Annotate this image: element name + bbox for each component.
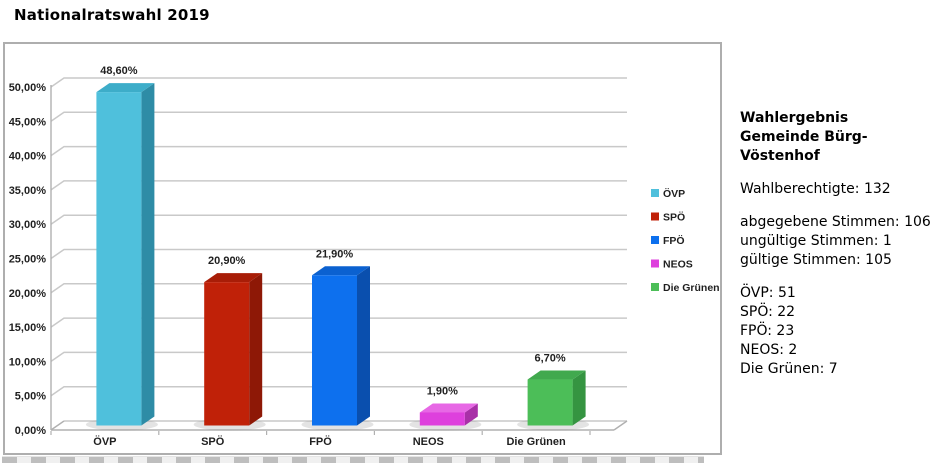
legend-swatch bbox=[651, 189, 659, 197]
stat-line: NEOS: 2 bbox=[740, 342, 798, 358]
legend-label: Die Grünen bbox=[663, 282, 720, 294]
floor-right-edge bbox=[613, 420, 628, 431]
stat-line: Wahlberechtigte: 132 bbox=[740, 181, 891, 197]
gridline bbox=[50, 317, 627, 328]
legend-label: SPÖ bbox=[663, 211, 685, 224]
stat-line: ÖVP: 51 bbox=[740, 285, 796, 301]
x-category-label: Die Grünen bbox=[506, 436, 566, 448]
x-category-label: NEOS bbox=[413, 436, 444, 448]
bar-value-label: 6,70% bbox=[534, 353, 565, 365]
gridline bbox=[50, 111, 627, 122]
results-info-panel: Wahlergebnis Gemeinde Bürg- Vöstenhof Wa… bbox=[740, 109, 936, 379]
stats-group: ÖVP: 51 SPÖ: 22 FPÖ: 23 NEOS: 2 Die Grünen: … bbox=[740, 284, 936, 379]
bar-side-face bbox=[357, 266, 370, 426]
stat-line: gültige Stimmen: 105 bbox=[740, 252, 892, 268]
floor-left-edge bbox=[50, 420, 65, 431]
gridline bbox=[50, 385, 627, 397]
bar-front-face bbox=[96, 92, 142, 426]
gridline bbox=[50, 214, 627, 225]
bar-top-face bbox=[527, 370, 586, 380]
legend-label: FPÖ bbox=[663, 234, 685, 247]
stat-line: abgegebene Stimmen: 106 bbox=[740, 214, 931, 230]
bar-side-face bbox=[249, 273, 263, 426]
gridline bbox=[50, 283, 627, 294]
y-tick-label: 50,00% bbox=[9, 82, 47, 94]
bar-front-face bbox=[312, 275, 357, 426]
y-tick-label: 10,00% bbox=[9, 356, 47, 368]
stat-line: Die Grünen: 7 bbox=[740, 361, 838, 377]
election-bar-chart: 0,00% 5,00% 10,00% 15,00% 20,00% 25,00% 30,00%… bbox=[3, 42, 722, 455]
y-tick-label: 25,00% bbox=[9, 254, 47, 266]
bar-front-face bbox=[419, 412, 465, 426]
results-stats: Wahlberechtigte: 132 abgegebene Stimmen: … bbox=[740, 180, 936, 379]
legend-label: ÖVP bbox=[663, 187, 685, 200]
bar-side-face bbox=[464, 403, 478, 426]
gridline bbox=[50, 180, 627, 191]
gridline bbox=[50, 77, 627, 88]
stat-line: FPÖ: 23 bbox=[740, 323, 795, 339]
y-tick-label: 45,00% bbox=[9, 116, 47, 128]
y-tick-label: 20,00% bbox=[9, 288, 47, 300]
chart-canvas: 0,00% 5,00% 10,00% 15,00% 20,00% 25,00% 30,00%… bbox=[9, 65, 720, 448]
bar-value-label: 20,90% bbox=[208, 255, 246, 267]
y-tick-label: 15,00% bbox=[9, 322, 47, 334]
legend-label: NEOS bbox=[663, 259, 693, 271]
y-tick-label: 40,00% bbox=[9, 151, 47, 163]
gridline bbox=[50, 248, 627, 260]
bar-side-face bbox=[141, 83, 155, 426]
stat-line: ungültige Stimmen: 1 bbox=[740, 233, 892, 249]
bar-top-face bbox=[204, 273, 263, 283]
bar-value-label: 48,60% bbox=[100, 65, 138, 77]
page-title: Nationalratswahl 2019 bbox=[14, 6, 210, 24]
bar-value-label: 21,90% bbox=[316, 248, 354, 260]
y-tick-label: 0,00% bbox=[15, 425, 46, 437]
y-tick-label: 5,00% bbox=[15, 391, 46, 403]
x-category-label: FPÖ bbox=[309, 435, 332, 448]
stats-group: Wahlberechtigte: 132 bbox=[740, 180, 936, 199]
results-heading: Wahlergebnis Gemeinde Bürg- Vöstenhof bbox=[740, 110, 868, 164]
gridline bbox=[50, 351, 627, 363]
bar-side-face bbox=[572, 370, 586, 426]
y-tick-label: 30,00% bbox=[9, 219, 47, 231]
legend-swatch bbox=[651, 259, 659, 268]
bar-top-face bbox=[419, 403, 478, 413]
y-tick-label: 35,00% bbox=[9, 185, 47, 197]
legend-swatch bbox=[651, 236, 659, 244]
x-category-label: ÖVP bbox=[93, 435, 116, 448]
stats-group: abgegebene Stimmen: 106 ungültige Stimmen… bbox=[740, 213, 936, 270]
bar-top-face bbox=[312, 266, 370, 276]
x-category-label: SPÖ bbox=[201, 435, 225, 448]
legend-swatch bbox=[651, 283, 659, 291]
legend-swatch bbox=[651, 212, 659, 221]
bar-front-face bbox=[527, 379, 573, 426]
cropped-next-element bbox=[2, 456, 704, 463]
bar-value-label: 1,90% bbox=[427, 385, 458, 397]
bar-top-face bbox=[96, 83, 155, 93]
gridline bbox=[50, 145, 627, 157]
bar-front-face bbox=[204, 282, 250, 426]
stat-line: SPÖ: 22 bbox=[740, 304, 796, 320]
